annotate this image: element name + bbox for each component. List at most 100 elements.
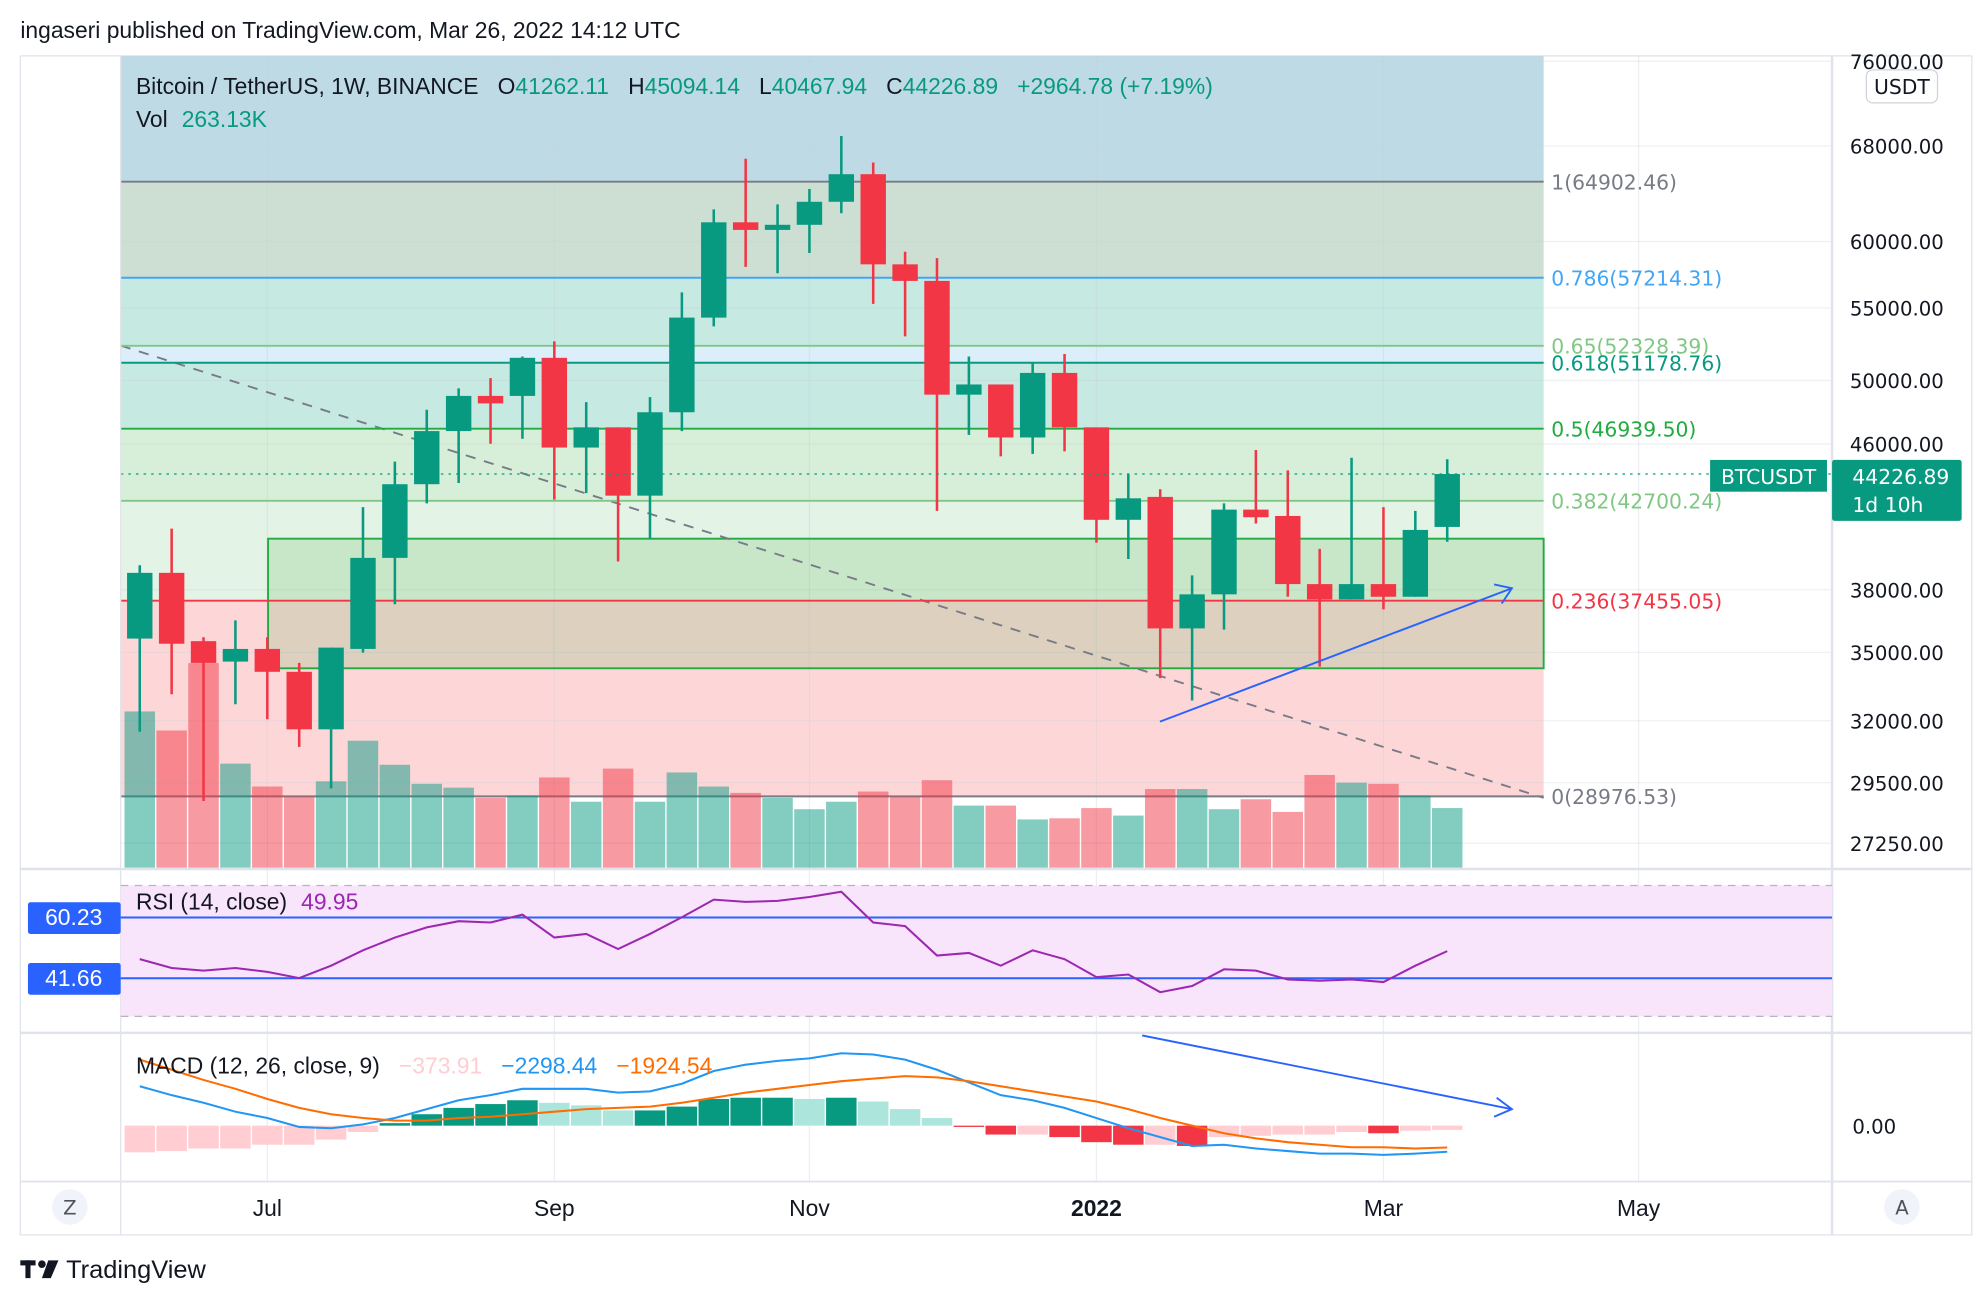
low-value: 40467.94 (772, 73, 868, 99)
auto-scale-button[interactable]: A (1884, 1189, 1920, 1225)
rsi-level-tag-bg (27, 963, 121, 995)
macd-signal-value: −1924.54 (616, 1053, 712, 1079)
candle (669, 292, 695, 432)
publish-line: ingaseri published on TradingView.com, M… (20, 17, 680, 43)
tradingview-logo[interactable]: TradingView (20, 1256, 207, 1284)
candle (1338, 457, 1365, 600)
macd-histogram-bar (1304, 1125, 1335, 1135)
candle-body (1243, 509, 1269, 518)
price-tick-label: 35000.00 (1850, 642, 1944, 665)
candle-body (541, 357, 568, 448)
volume-bar (1176, 789, 1208, 868)
price-axis[interactable]: 76000.00 68000.00 60000.00 55000.00 50000.00… (1850, 51, 1944, 856)
fib-level-label: 0.236(37455.05) (1551, 589, 1722, 613)
macd-down-arrow[interactable] (1141, 1034, 1514, 1118)
candle-body (1338, 584, 1365, 600)
fib-labels: 1(64902.46) 0.786(57214.31) 0.65(52328.39)… (1551, 170, 1722, 809)
macd-histogram-bar (443, 1107, 474, 1126)
macd-histogram-bar (953, 1125, 985, 1127)
time-axis[interactable]: Jul Sep Nov 2022 Mar May (253, 1195, 1661, 1221)
time-tick-label: Sep (534, 1195, 575, 1221)
fib-level-label: 0.65(52328.39) (1551, 334, 1709, 358)
rsi-level-tag[interactable]: 60.23 (27, 902, 121, 935)
volume-bar (794, 809, 825, 868)
candle (286, 662, 312, 747)
volume-bar (1113, 815, 1144, 868)
volume-bar (889, 796, 921, 868)
macd-title: MACD (12, 26, close, 9) (136, 1053, 380, 1079)
macd-histogram-bar (1272, 1125, 1304, 1135)
candle-body (924, 280, 950, 395)
volume-bar (1208, 809, 1240, 868)
currency-button[interactable]: USDT (1865, 69, 1939, 104)
candle-body (892, 264, 918, 281)
price-tick-label: 32000.00 (1850, 710, 1944, 733)
rsi-scale[interactable]: 60.23 41.66 (27, 902, 121, 995)
candle (892, 251, 918, 337)
candle-body (1115, 498, 1142, 520)
candle-body (860, 174, 886, 265)
candle (860, 162, 886, 304)
candle-body (1306, 584, 1333, 600)
volume-bar (315, 781, 347, 868)
candle (414, 409, 440, 504)
volume-bar (921, 780, 953, 868)
z-label: Z (63, 1197, 77, 1220)
symbol-name[interactable]: Bitcoin / TetherUS, 1W, BINANCE (136, 73, 479, 99)
uptrend-arrow[interactable] (1159, 583, 1514, 723)
candle (318, 647, 344, 789)
candle (541, 341, 568, 500)
price-tick-label: 27250.00 (1850, 833, 1944, 856)
volume-bar (283, 796, 315, 868)
candle (1306, 548, 1333, 667)
candle-body (1051, 372, 1078, 428)
macd-histogram-bar (379, 1123, 411, 1126)
fib-band (120, 428, 1544, 501)
bar-countdown: 1d 10h (1852, 493, 1923, 517)
tradingview-logo-icon (20, 1260, 59, 1279)
candle-body (477, 395, 504, 404)
open-value: 41262.11 (515, 73, 609, 99)
candle-body (796, 201, 823, 225)
macd-histogram-value: −373.91 (399, 1053, 482, 1079)
candle (732, 158, 759, 267)
candle-body (1402, 529, 1429, 597)
volume-bar (1017, 819, 1048, 868)
macd-zero-label: 0.00 (1852, 1115, 1896, 1138)
price-tick-label: 55000.00 (1850, 297, 1944, 320)
candle-body (1019, 372, 1046, 438)
support-zone-rectangle[interactable] (267, 537, 1545, 670)
volume-bar (379, 764, 411, 868)
volume-bar (762, 797, 793, 868)
fib-band (120, 277, 1544, 346)
downtrend-line[interactable] (120, 344, 1544, 799)
volume-bar (1272, 811, 1304, 868)
macd-histogram-bar (283, 1125, 315, 1145)
macd-histogram-bar (1176, 1125, 1208, 1146)
candle (1275, 470, 1301, 597)
rsi-background (120, 885, 1833, 1017)
macd-histogram-bar (1400, 1125, 1431, 1131)
macd-histogram-bar (762, 1097, 793, 1126)
fib-level-label: 0.786(57214.31) (1551, 266, 1722, 290)
macd-histogram-bar (539, 1102, 570, 1126)
macd-histogram-bar (1017, 1125, 1048, 1135)
volume-bars (124, 663, 1463, 868)
macd-histogram-bar (666, 1106, 698, 1126)
candle-body (382, 484, 408, 558)
candle-body (1211, 509, 1237, 595)
scale-z-button[interactable]: Z (52, 1189, 88, 1225)
macd-histogram-bar (826, 1097, 857, 1126)
high-label: H (628, 73, 645, 99)
close-label: C (886, 73, 903, 99)
candle (477, 378, 504, 444)
macd-histogram-bar (730, 1097, 761, 1126)
high-value: 45094.14 (645, 73, 741, 99)
candle (1179, 575, 1205, 701)
macd-histogram-bar (857, 1101, 889, 1126)
fib-level-label: 1(64902.46) (1551, 170, 1677, 194)
candle (988, 384, 1014, 457)
rsi-level-tag[interactable]: 41.66 (27, 963, 121, 995)
macd-histogram-bar (252, 1125, 283, 1145)
